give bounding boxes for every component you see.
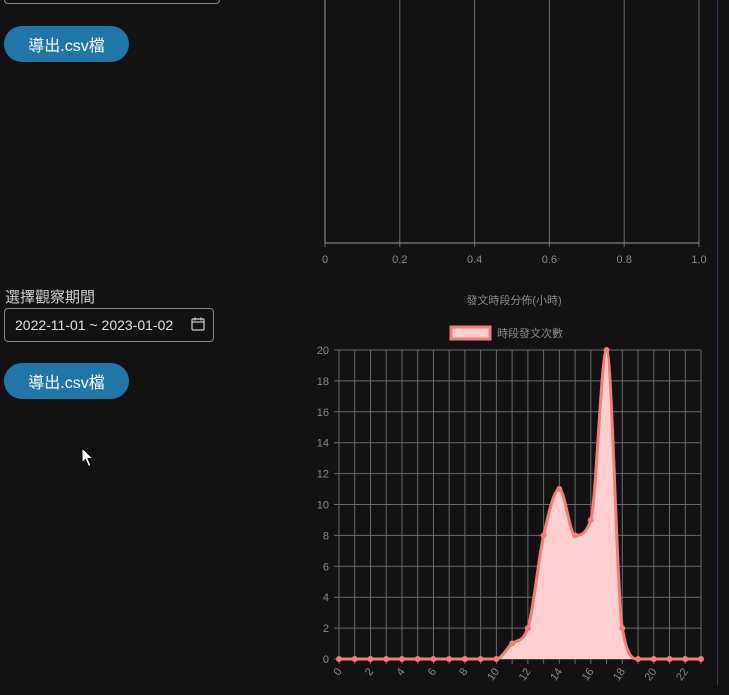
data-point[interactable] <box>650 656 657 662</box>
chart2-x-tick-label: 18 <box>611 666 628 683</box>
chart2-x-tick-label: 4 <box>394 666 407 678</box>
chart2-y-tick-label: 2 <box>323 623 329 635</box>
chart2-y-tick-label: 4 <box>323 592 329 604</box>
chart-hourly-distribution: 發文時段分佈(小時) 時段發文次數 0 2 4 6 8 10 12 14 16 18 20 0 2 4 6 8… <box>317 293 704 683</box>
chart1-x-tick-label: 0.4 <box>467 254 482 266</box>
chart2-x-tick-label: 0 <box>331 666 344 678</box>
export-csv-button-top[interactable]: 導出.csv檔 <box>4 26 129 62</box>
data-point[interactable] <box>619 625 626 632</box>
chart2-x-tick-label: 6 <box>426 666 439 678</box>
legend-swatch[interactable] <box>449 325 492 341</box>
data-point[interactable] <box>446 656 453 662</box>
data-point[interactable] <box>524 625 531 632</box>
panel-divider <box>717 0 718 685</box>
data-point[interactable] <box>493 656 500 662</box>
chart2-y-tick-label: 20 <box>317 345 329 357</box>
chart2-x-tick-label: 2 <box>363 666 376 678</box>
chart2-x-tick-label: 14 <box>548 666 565 683</box>
chart-empty-top: 0 0.2 0.4 0.6 0.8 1.0 <box>322 0 707 266</box>
data-point[interactable] <box>461 656 468 662</box>
data-point[interactable] <box>603 347 610 353</box>
chart2-y-tick-label: 16 <box>317 407 329 419</box>
series-area-fill <box>339 350 701 659</box>
chart2-y-tick-label: 6 <box>323 561 329 573</box>
chart2-y-tick-label: 12 <box>317 469 329 481</box>
chart2-x-tick-label: 12 <box>517 666 534 683</box>
legend-label[interactable]: 時段發文次數 <box>497 326 563 340</box>
mouse-pointer-icon <box>81 447 95 468</box>
chart-title: 發文時段分佈(小時) <box>466 293 561 307</box>
chart1-x-tick-label: 0.8 <box>617 254 632 266</box>
chart2-x-tick-label: 20 <box>643 666 660 683</box>
chart2-x-tick-label: 10 <box>485 666 502 683</box>
data-point[interactable] <box>587 516 594 523</box>
chart2-y-tick-label: 14 <box>317 438 329 450</box>
chart1-x-tick-label: 1.0 <box>691 254 706 266</box>
chart1-x-tick-label: 0.6 <box>542 254 557 266</box>
date-range-value: 2022-11-01 ~ 2023-01-02 <box>15 317 174 333</box>
chart2-y-tick-label: 10 <box>317 500 329 512</box>
chart1-x-tick-label: 0.2 <box>392 254 407 266</box>
chart2-x-tick-label: 8 <box>457 666 470 678</box>
data-point[interactable] <box>556 486 563 493</box>
chart2-y-tick-label: 8 <box>323 530 329 542</box>
chart1-x-tick-label: 0 <box>322 254 328 266</box>
data-point[interactable] <box>635 656 642 662</box>
data-point[interactable] <box>477 656 484 662</box>
chart2-y-tick-label: 0 <box>323 654 329 666</box>
chart2-x-tick-label: 16 <box>580 666 597 683</box>
chart2-x-tick-label: 22 <box>674 666 691 683</box>
data-point[interactable] <box>398 656 405 662</box>
data-point[interactable] <box>540 532 547 539</box>
data-point[interactable] <box>383 656 390 662</box>
data-point[interactable] <box>509 640 516 647</box>
calendar-icon[interactable] <box>191 317 205 331</box>
data-point[interactable] <box>682 656 689 662</box>
data-point[interactable] <box>336 656 342 662</box>
date-range-input[interactable]: 2022-11-01 ~ 2023-01-02 <box>4 308 214 342</box>
data-point[interactable] <box>698 656 704 662</box>
chart2-y-tick-label: 18 <box>317 376 329 388</box>
data-point[interactable] <box>430 656 437 662</box>
data-point[interactable] <box>414 656 421 662</box>
data-point[interactable] <box>367 656 374 662</box>
data-point[interactable] <box>572 532 579 539</box>
data-point[interactable] <box>351 656 358 662</box>
data-point[interactable] <box>666 656 673 662</box>
export-csv-button-bottom[interactable]: 導出.csv檔 <box>4 363 129 399</box>
observation-period-label: 選擇觀察期間 <box>5 289 96 306</box>
